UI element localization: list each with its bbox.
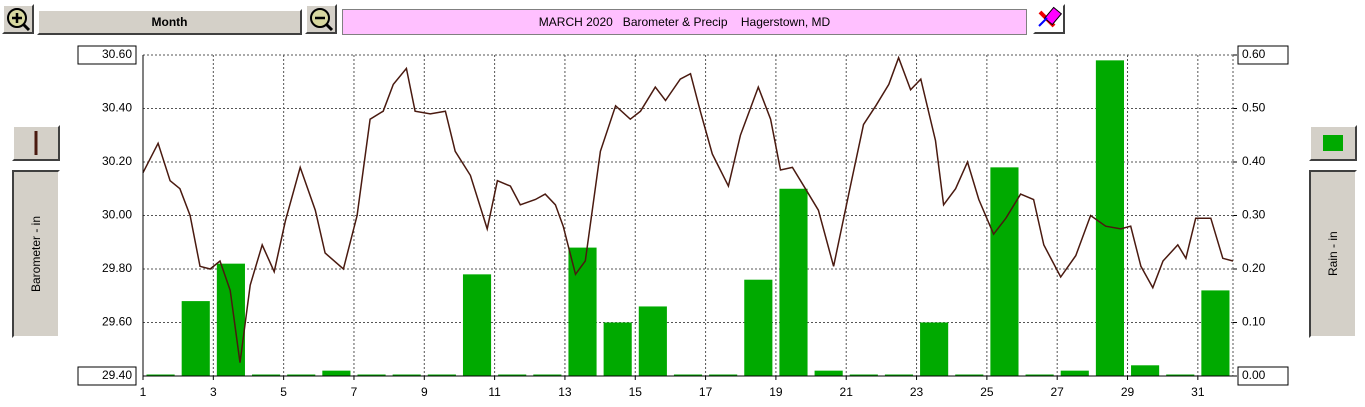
- bar: [181, 301, 210, 376]
- legend-bar-swatch: [1323, 135, 1343, 151]
- bar: [216, 263, 245, 376]
- bar: [779, 188, 808, 376]
- x-tick-label: 15: [629, 385, 643, 399]
- x-tick-label: 25: [980, 385, 994, 399]
- y-tick-label: 30.40: [102, 101, 132, 115]
- y2-tick-label: 0.00: [1242, 368, 1266, 382]
- bar: [744, 279, 773, 376]
- y2-tick-label: 0.40: [1242, 154, 1266, 168]
- y-tick-box: [77, 366, 137, 386]
- bar: [533, 374, 562, 376]
- bar: [1201, 290, 1230, 376]
- y2-tick-box: [1237, 45, 1289, 65]
- bar: [146, 374, 175, 376]
- barometer-line: [142, 55, 1234, 363]
- zoom-in-button[interactable]: [2, 4, 34, 34]
- bar: [462, 274, 492, 376]
- x-tick-label: 27: [1051, 385, 1065, 399]
- bar: [673, 374, 703, 376]
- y-tick-label: 30.60: [102, 47, 132, 61]
- period-button[interactable]: Month: [37, 9, 302, 35]
- x-tick-label: 13: [558, 385, 572, 399]
- bar: [1025, 374, 1054, 376]
- legend-line-button[interactable]: [12, 125, 60, 161]
- y2-axis-label[interactable]: Rain - in: [1309, 170, 1357, 338]
- bar: [1095, 60, 1124, 376]
- x-tick-label: 7: [351, 385, 358, 399]
- bar: [427, 374, 456, 376]
- x-tick-label: 21: [840, 385, 854, 399]
- x-tick-label: 19: [769, 385, 783, 399]
- bar: [814, 370, 843, 376]
- y2-tick-label: 0.10: [1242, 315, 1266, 329]
- bar: [849, 374, 878, 376]
- y2-tick-label: 0.30: [1242, 208, 1266, 222]
- bar: [1131, 365, 1160, 376]
- zoom-out-icon: [310, 8, 334, 32]
- y-tick-box: [77, 45, 137, 65]
- x-tick-label: 23: [910, 385, 924, 399]
- y-tick-label: 29.60: [102, 315, 132, 329]
- bar: [990, 167, 1019, 376]
- y2-tick-box: [1237, 366, 1289, 386]
- bar: [603, 322, 632, 376]
- y-tick-label: 29.40: [102, 368, 132, 382]
- bar: [884, 374, 914, 376]
- x-tick-label: 29: [1121, 385, 1135, 399]
- x-tick-label: 1: [140, 385, 147, 399]
- bar: [322, 370, 351, 376]
- y2-tick-label: 0.50: [1242, 101, 1266, 115]
- bar: [568, 247, 597, 376]
- x-tick-label: 17: [699, 385, 713, 399]
- y2-tick-label: 0.60: [1242, 47, 1266, 61]
- bar: [357, 374, 386, 376]
- bar: [1060, 370, 1089, 376]
- erase-button[interactable]: [1033, 4, 1065, 34]
- x-tick-label: 3: [210, 385, 217, 399]
- x-tick-label: 31: [1191, 385, 1205, 399]
- legend-line-swatch: [34, 131, 38, 155]
- x-tick-label: 9: [421, 385, 428, 399]
- zoom-out-button[interactable]: [305, 4, 337, 34]
- zoom-in-icon: [7, 8, 31, 32]
- y-tick-label: 30.20: [102, 154, 132, 168]
- y2-tick-label: 0.20: [1242, 261, 1266, 275]
- bar: [709, 374, 738, 376]
- x-tick-label: 11: [488, 385, 501, 399]
- erase-icon: [1038, 6, 1062, 28]
- y-tick-label: 30.00: [102, 208, 132, 222]
- bar: [252, 374, 281, 376]
- bar: [955, 374, 984, 376]
- bar: [638, 306, 667, 376]
- bar: [498, 374, 527, 376]
- chart-title: MARCH 2020 Barometer & Precip Hagerstown…: [342, 9, 1027, 35]
- y-tick-label: 29.80: [102, 261, 132, 275]
- bar: [287, 374, 316, 376]
- x-tick-label: 5: [280, 385, 287, 399]
- bar: [392, 374, 421, 376]
- legend-bar-button[interactable]: [1309, 125, 1357, 161]
- y-axis-label[interactable]: Barometer - in: [12, 170, 60, 338]
- bar: [1166, 374, 1195, 376]
- bar: [920, 322, 949, 376]
